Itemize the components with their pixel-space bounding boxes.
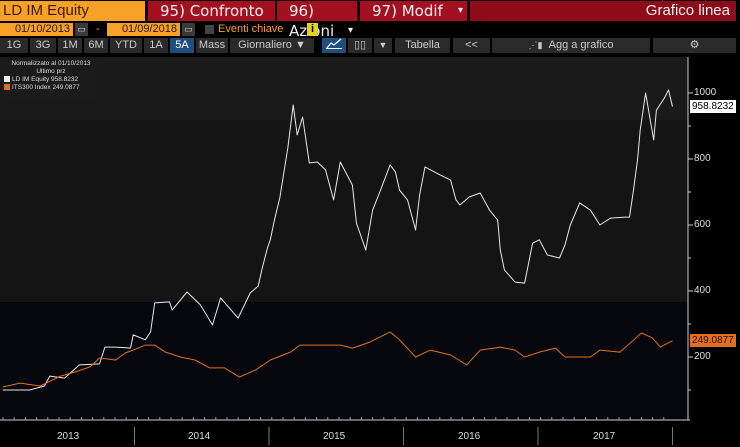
y-tick-label: 400 [694, 285, 711, 296]
menu-confronto[interactable]: 95) Confronto [148, 1, 275, 21]
end-date-input[interactable]: 01/09/2018 [107, 23, 180, 36]
chevron-down-icon[interactable]: ▼ [374, 38, 392, 53]
events-checkbox[interactable] [205, 25, 214, 34]
last-price-tag-its300: 249.0877 [690, 334, 736, 347]
events-label: Eventi chiave [218, 23, 284, 35]
x-tick-label: 2017 [593, 431, 616, 442]
table-button[interactable]: Tabella [395, 38, 450, 53]
plot-band-top [0, 57, 688, 120]
legend-swatch [4, 84, 10, 91]
line-chart-icon[interactable] [322, 38, 346, 53]
period-5a[interactable]: 5A [170, 38, 194, 53]
collapse-button[interactable]: << [453, 38, 490, 53]
y-tick-label: 1000 [694, 87, 717, 98]
security-field[interactable]: LD IM Equity [0, 1, 145, 21]
y-tick-label: 600 [694, 219, 711, 230]
legend-entry: ITS300 Index 249.0877 [4, 84, 98, 92]
x-tick-label: 2015 [323, 431, 346, 442]
legend-name: LD IM Equity [12, 76, 50, 83]
candlestick-icon[interactable]: ▯▯ [348, 38, 372, 53]
calendar-icon[interactable]: ▭ [75, 23, 88, 36]
frequency-dropdown[interactable]: Giornaliero ▼ [230, 38, 314, 53]
period-1a[interactable]: 1A [144, 38, 168, 53]
legend-swatch [4, 76, 10, 83]
add-to-chart-button[interactable]: ⋰▮ Agg a grafico [492, 38, 650, 53]
period-1g[interactable]: 1G [0, 38, 28, 53]
legend-value: 249.0877 [52, 84, 80, 91]
frequency-label: Giornaliero [238, 39, 292, 51]
x-tick-label: 2014 [188, 431, 211, 442]
period-1m[interactable]: 1M [58, 38, 82, 53]
y-tick-label: 200 [694, 351, 711, 362]
x-tick-label: 2016 [458, 431, 481, 442]
menu-label: 97) Modif [372, 2, 443, 20]
y-tick-label: 800 [694, 153, 711, 164]
menu-modif[interactable]: 97) Modif ▾ [360, 1, 467, 21]
info-icon[interactable]: i [307, 23, 318, 36]
legend-title: Normalizzato al 01/10/2013 [11, 60, 91, 67]
chevron-down-icon: ▼ [294, 39, 306, 51]
chevron-down-icon: ▾ [347, 25, 353, 36]
calendar-icon[interactable]: ▭ [182, 23, 195, 36]
legend-entry: LD IM Equity 958.8232 [4, 76, 98, 84]
date-separator: - [96, 23, 100, 35]
series-line-ld-im-equity [2, 89, 673, 391]
series-line-its300-index [2, 331, 673, 388]
period-3g[interactable]: 3G [30, 38, 56, 53]
chevron-down-icon: ▾ [457, 5, 463, 16]
period-6m[interactable]: 6M [84, 38, 108, 53]
period-ytd[interactable]: YTD [110, 38, 142, 53]
legend-value: 958.8232 [51, 76, 79, 83]
add-label: Agg a grafico [548, 39, 614, 51]
legend: Normalizzato al 01/10/2013 Ultimo prz LD… [1, 58, 101, 98]
period-mass[interactable]: Mass [196, 38, 228, 53]
plot-background-lower [0, 302, 688, 420]
menu-azioni[interactable]: 96) Azioni▾ [277, 1, 357, 40]
last-price-tag-ld: 958.8232 [690, 100, 736, 113]
view-title: Grafico linea [470, 1, 736, 21]
add-chart-icon: ⋰▮ [528, 40, 543, 50]
price-chart [0, 57, 693, 445]
legend-subtitle: Ultimo prz [36, 68, 66, 75]
x-tick-label: 2013 [57, 431, 80, 442]
gear-icon[interactable]: ⚙ [653, 38, 736, 53]
start-date-input[interactable]: 01/10/2013 [0, 23, 73, 36]
legend-name: ITS300 Index [12, 84, 51, 91]
